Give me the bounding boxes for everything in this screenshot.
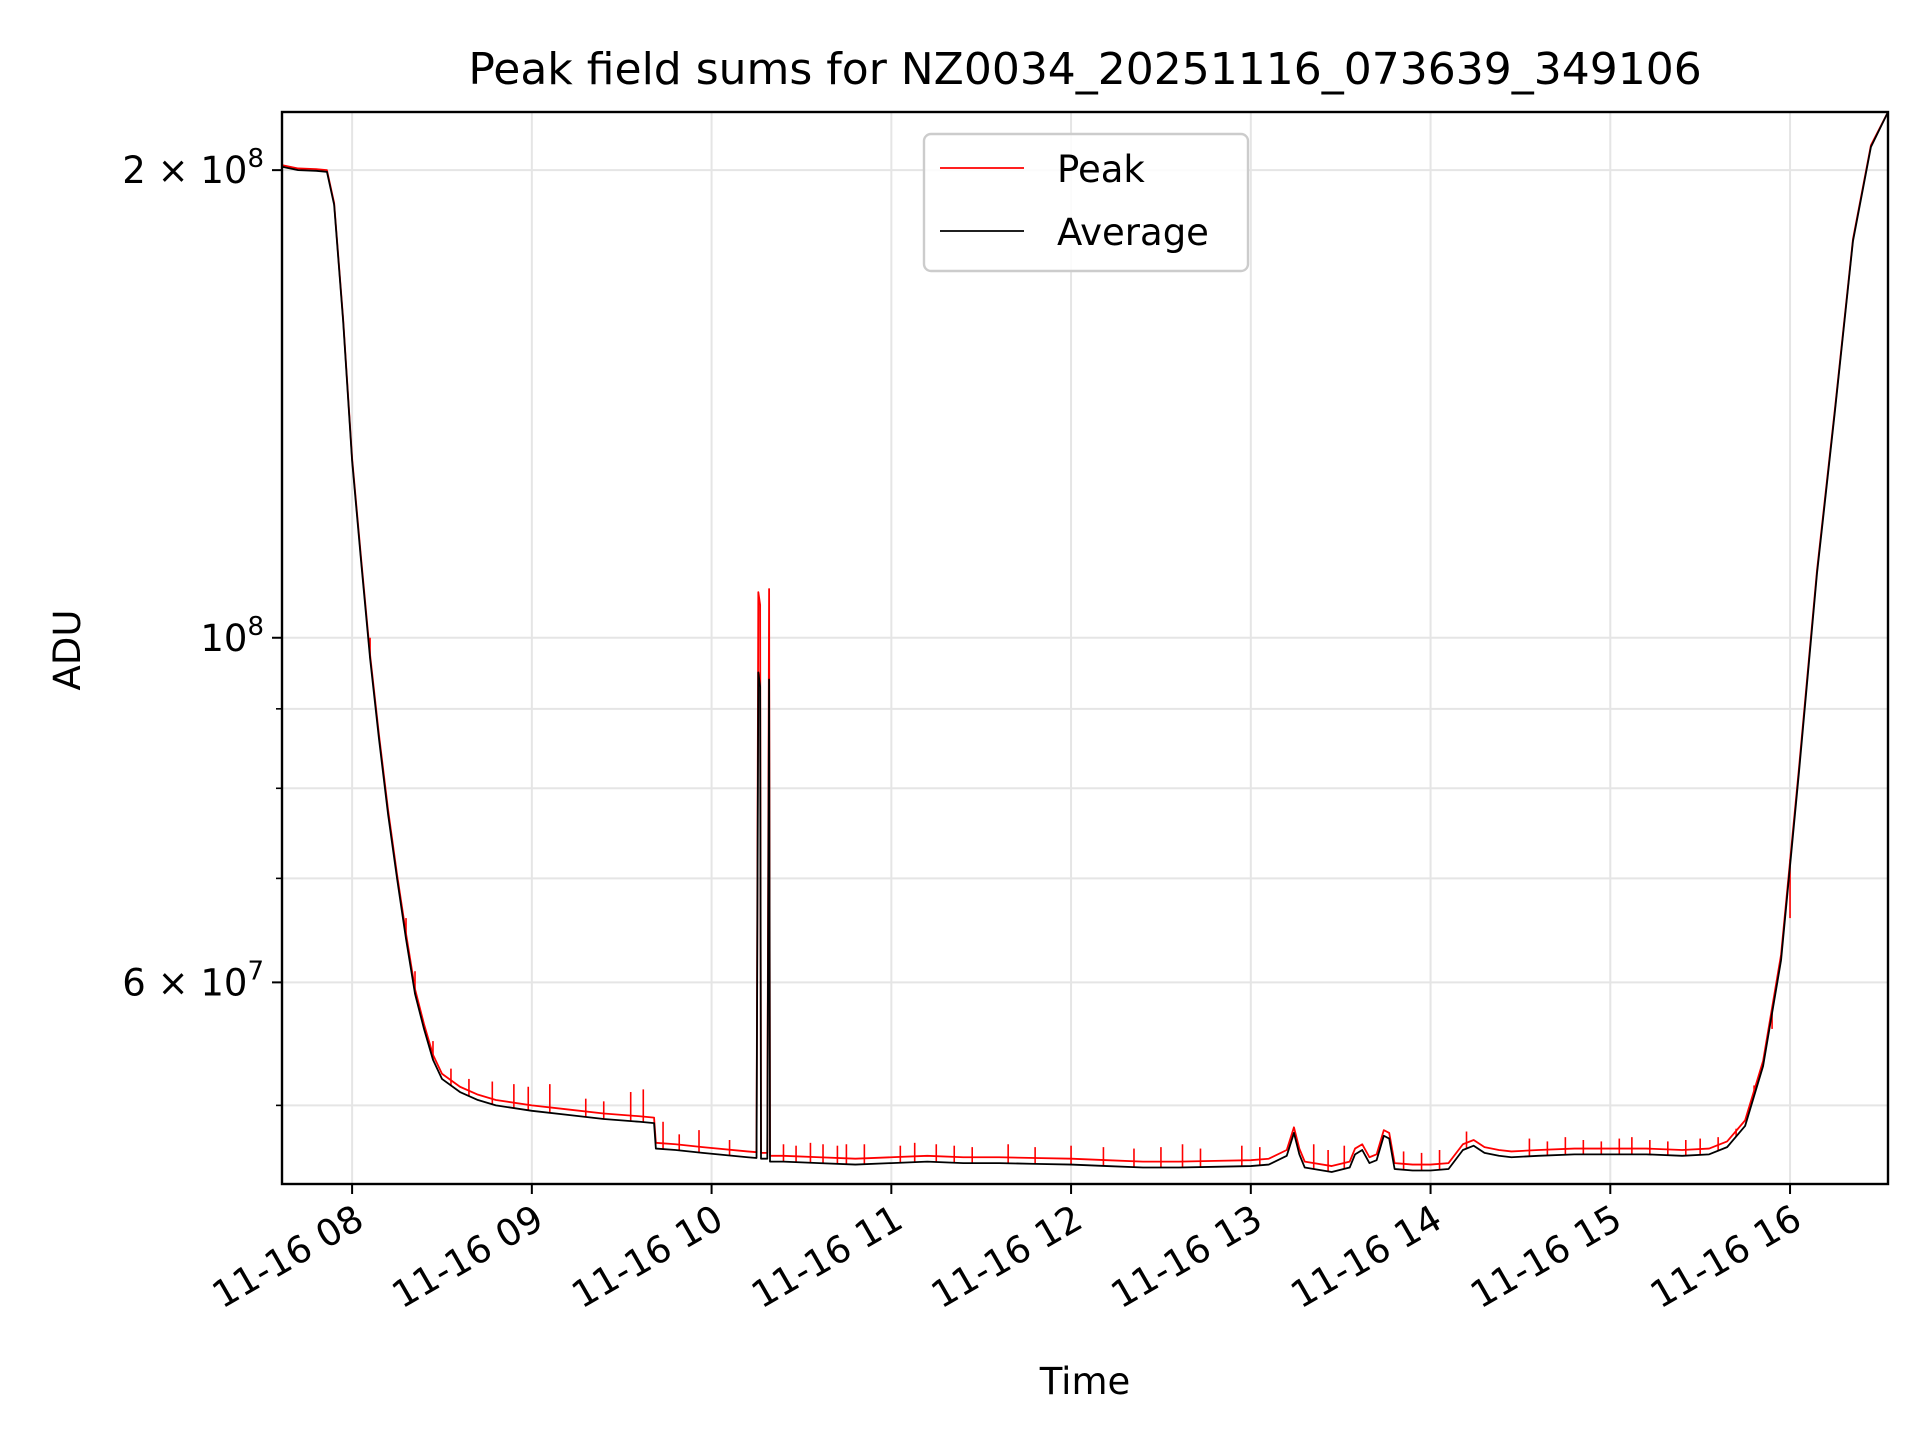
grid-layer [282, 112, 1888, 1184]
series-peak-line [281, 111, 1889, 1167]
plot-frame [280, 110, 1890, 1186]
x-axis-label: Time [1039, 1360, 1131, 1403]
y-tick-mantissa: 2 × 10 [122, 149, 247, 192]
y-tick-label: 108 [200, 612, 264, 660]
y-tick-label: 6 × 107 [122, 956, 264, 1004]
chart-title: Peak field sums for NZ0034_20251116_0736… [468, 44, 1701, 95]
legend: Peak Average [922, 132, 1250, 273]
series-average-line [281, 111, 1889, 1173]
series-layer [281, 111, 1889, 1173]
y-axis-label: ADU [46, 610, 89, 691]
y-tick-mantissa: 6 × 10 [122, 961, 247, 1004]
y-tick-exponent: 8 [247, 144, 264, 174]
y-tick-mantissa: 10 [200, 617, 247, 660]
legend-peak-label: Peak [1057, 148, 1145, 191]
legend-average-label: Average [1057, 211, 1209, 254]
y-tick-label: 2 × 108 [122, 144, 264, 192]
y-tick-exponent: 8 [247, 612, 264, 642]
y-tick-exponent: 7 [247, 956, 264, 986]
